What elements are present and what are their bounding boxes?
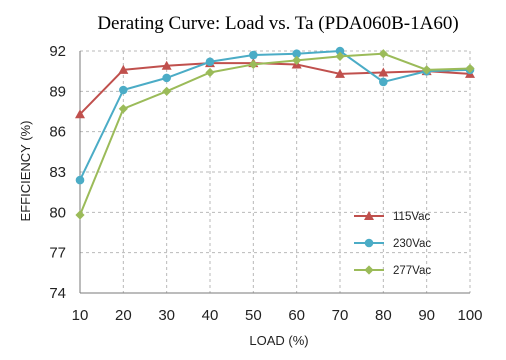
y-tick-label: 74 [49, 285, 66, 302]
data-point [161, 60, 172, 70]
x-tick-label: 50 [245, 307, 262, 324]
data-point [119, 85, 128, 95]
data-point [379, 77, 388, 87]
y-tick-label: 77 [49, 245, 66, 262]
data-point [335, 46, 345, 56]
x-tick-label: 40 [202, 307, 219, 324]
x-tick-label: 100 [457, 307, 482, 324]
x-tick-label: 60 [288, 307, 305, 324]
y-tick-label: 83 [49, 164, 66, 181]
data-point [118, 104, 128, 114]
legend-item: 277Vac [354, 265, 431, 277]
series-230Vac [75, 46, 475, 185]
legend-item: 115Vac [354, 211, 431, 223]
x-tick-label: 30 [158, 307, 175, 324]
legend-item: 230Vac [354, 238, 431, 250]
data-point [378, 67, 389, 77]
chart-title: Derating Curve: Load vs. Ta (PDA060B-1A6… [97, 13, 458, 34]
data-point [335, 68, 345, 78]
legend-marker [364, 238, 374, 248]
series-line [79, 62, 471, 115]
data-point [118, 64, 129, 74]
data-point [292, 49, 301, 58]
x-tick-label: 70 [332, 307, 349, 324]
data-point [75, 175, 85, 185]
data-point [249, 50, 258, 60]
data-point [378, 49, 388, 59]
y-tick-label: 89 [49, 83, 66, 100]
data-point [162, 86, 172, 96]
data-point [292, 55, 302, 66]
data-point [335, 51, 345, 61]
data-point [422, 65, 432, 75]
y-axis-label: EFFICIENCY (%) [18, 121, 33, 222]
data-point [162, 73, 171, 83]
legend-marker [364, 211, 374, 220]
x-tick-label: 10 [72, 307, 89, 324]
data-point [205, 67, 215, 78]
x-tick-label: 80 [375, 307, 392, 324]
legend: 115Vac 230Vac 277Vac [354, 211, 431, 277]
legend-label: 277Vac [393, 265, 431, 277]
axes: 74 77 80 83 86 89 92 10 20 30 40 50 60 70 80 90 100 [49, 43, 482, 324]
y-tick-label: 92 [49, 43, 66, 60]
data-point [205, 57, 215, 67]
series-layer [75, 46, 475, 220]
y-tick-label: 80 [49, 204, 66, 221]
x-tick-label: 90 [418, 307, 435, 324]
series-line [79, 49, 471, 181]
series-line [79, 52, 471, 216]
grid [80, 50, 471, 293]
data-point [248, 59, 258, 70]
data-point [75, 109, 85, 119]
legend-label: 115Vac [393, 211, 431, 223]
data-point [75, 210, 85, 220]
y-tick-label: 86 [49, 124, 66, 141]
legend-label: 230Vac [393, 238, 431, 250]
data-point [465, 63, 475, 74]
legend-marker [364, 265, 374, 275]
series-115Vac [75, 58, 475, 119]
x-tick-label: 20 [115, 307, 132, 324]
x-axis-label: LOAD (%) [249, 333, 308, 348]
series-277Vac [75, 49, 475, 220]
